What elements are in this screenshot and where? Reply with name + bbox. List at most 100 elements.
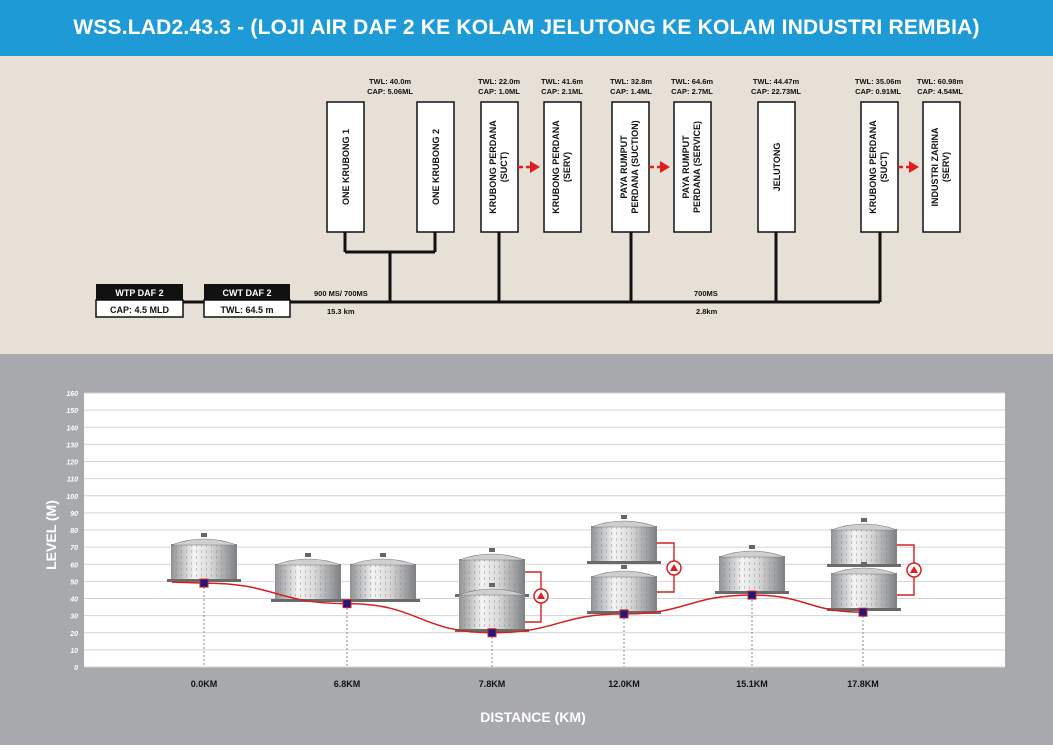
twl-label: TWL: 35.06m [855,77,902,86]
cap-label: CAP: 22.73ML [751,87,801,96]
y-tick-label: 70 [70,545,78,552]
y-tick-label: 110 [67,477,78,484]
pipe-length-label-1: 15.3 km [327,307,355,316]
drop-lines [203,583,864,667]
schematic-svg: 900 MS/ 700MS 15.3 km 700MS 2.8km WTP DA… [95,77,963,318]
profile-point-marker [619,609,629,619]
pipe-length-label-2: 2.8km [696,307,718,316]
pump-arrow-icon [909,161,919,173]
network-schematic: 900 MS/ 700MS 15.3 km 700MS 2.8km WTP DA… [0,56,1053,354]
twl-label: TWL: 64.6m [671,77,713,86]
y-tick-label: 0 [74,665,78,672]
reservoir-name-line2: (SUCT) [879,152,889,183]
cap-label: CAP: 2.1ML [541,87,583,96]
pump-link-krubong [518,161,540,173]
y-tick-label: 20 [69,631,78,638]
y-tick-label: 140 [66,425,78,432]
x-tick-label: 17.8KM [847,679,879,689]
profile-svg: 0 10 20 30 40 50 60 70 80 90 100 110 120 130 140 150 160… [43,391,1005,725]
pipe-size-label-1: 900 MS/ 700MS [314,289,368,298]
y-tick-label: 40 [69,597,78,604]
reservoir-name-line2: (SERV) [941,152,951,182]
pump-icon [906,562,922,578]
pump-link-paya-rumput [649,161,670,173]
cap-label: CAP: 4.54ML [917,87,963,96]
page-title: WSS.LAD2.43.3 - (LOJI AIR DAF 2 KE KOLAM… [73,16,980,39]
reservoir-krubong-perdana-serv: KRUBONG PERDANA (SERV) [543,101,582,233]
reservoir-name-line1: PAYA RUMPUT [619,135,629,199]
pump-arrow-icon [660,161,670,173]
twl-label: TWL: 44.47m [753,77,800,86]
reservoir-name-line2: PERDANA (SUCTION) [630,120,640,213]
cwt-twl: TWL: 64.5 m [220,305,273,315]
x-tick-label: 12.0KM [608,679,640,689]
pump-icon [533,588,549,604]
y-tick-label: 130 [66,442,78,449]
hydraulic-profile-panel: 0 10 20 30 40 50 60 70 80 90 100 110 120 130 140 150 160… [0,354,1053,745]
reservoir-krubong-perdana-suct-1: KRUBONG PERDANA (SUCT) [480,101,519,233]
pump-icons [533,560,922,604]
pump-arrow-icon [530,161,540,173]
reservoir-info-labels: TWL: 40.0m CAP: 5.06ML TWL: 22.0m CAP: 1… [367,77,963,96]
y-tick-label: 30 [70,614,78,621]
reservoir-name: ONE KRUBONG 1 [341,129,351,205]
cap-label: CAP: 2.7ML [671,87,713,96]
twl-label: TWL: 22.0m [478,77,520,86]
reservoir-one-krubong-2: ONE KRUBONG 2 [416,101,455,233]
pump-links [518,161,919,173]
twl-label: TWL: 40.0m [369,77,411,86]
reservoir-name-line1: INDUSTRI ZARINA [930,127,940,206]
reservoir-name-line1: PAYA RUMPUT [681,135,691,199]
x-axis-ticks: 0.0KM 6.8KM 7.8KM 12.0KM 15.1KM 17.8KM [191,679,879,689]
y-tick-label: 150 [66,408,78,415]
reservoir-name-line1: KRUBONG PERDANA [868,120,878,214]
reservoir-name-line2: (SUCT) [499,152,509,183]
twl-label: TWL: 41.6m [541,77,583,86]
pump-link-zarina [898,161,919,173]
reservoir-name-line2: PERDANA (SERVICE) [692,121,702,213]
profile-point-marker [747,590,757,600]
wtp-box: WTP DAF 2 CAP: 4.5 MLD [95,284,184,318]
cap-label: CAP: 5.06ML [367,87,413,96]
cwt-box: CWT DAF 2 TWL: 64.5 m [203,284,291,318]
pipe-size-label-2: 700MS [694,289,718,298]
y-tick-label: 100 [66,494,78,501]
y-axis-ticks: 0 10 20 30 40 50 60 70 80 90 100 110 120 130 140 150 160 [66,391,78,672]
reservoir-one-krubong-1: ONE KRUBONG 1 [326,101,365,233]
cap-label: CAP: 0.91ML [855,87,901,96]
y-tick-label: 50 [70,579,78,586]
profile-point-marker [487,628,497,638]
reservoir-krubong-perdana-suct-2: KRUBONG PERDANA (SUCT) [860,101,899,233]
tank-icon [455,583,529,632]
profile-point-marker [342,599,352,609]
reservoir-name-line2: (SERV) [562,152,572,182]
profile-markers [199,578,868,638]
cwt-title: CWT DAF 2 [223,288,272,298]
wtp-title: WTP DAF 2 [115,288,163,298]
pipeline [183,232,882,304]
y-tick-label: 160 [66,391,78,398]
y-tick-label: 80 [70,528,78,535]
reservoir-name-line1: KRUBONG PERDANA [551,120,561,214]
twl-label: TWL: 32.8m [610,77,652,86]
tank-icon [346,553,420,602]
x-tick-label: 15.1KM [736,679,768,689]
y-tick-label: 10 [70,648,78,655]
tank-icon [271,553,345,602]
tank-icon [587,565,661,614]
profile-point-marker [858,607,868,617]
y-axis-title: LEVEL (M) [43,500,59,570]
x-tick-label: 6.8KM [334,679,361,689]
twl-label: TWL: 60.98m [917,77,964,86]
reservoir-paya-rumput-service: PAYA RUMPUT PERDANA (SERVICE) [673,101,712,233]
y-tick-label: 120 [66,460,78,467]
cap-label: CAP: 1.4ML [610,87,652,96]
cap-label: CAP: 1.0ML [478,87,520,96]
reservoir-name: ONE KRUBONG 2 [431,129,441,205]
title-bar: WSS.LAD2.43.3 - (LOJI AIR DAF 2 KE KOLAM… [0,0,1053,56]
reservoir-industri-zarina: INDUSTRI ZARINA (SERV) [922,101,961,233]
reservoir-name: JELUTONG [772,143,782,192]
y-tick-label: 60 [70,562,78,569]
reservoir-name-line1: KRUBONG PERDANA [488,120,498,214]
x-axis-title: DISTANCE (KM) [480,709,586,725]
